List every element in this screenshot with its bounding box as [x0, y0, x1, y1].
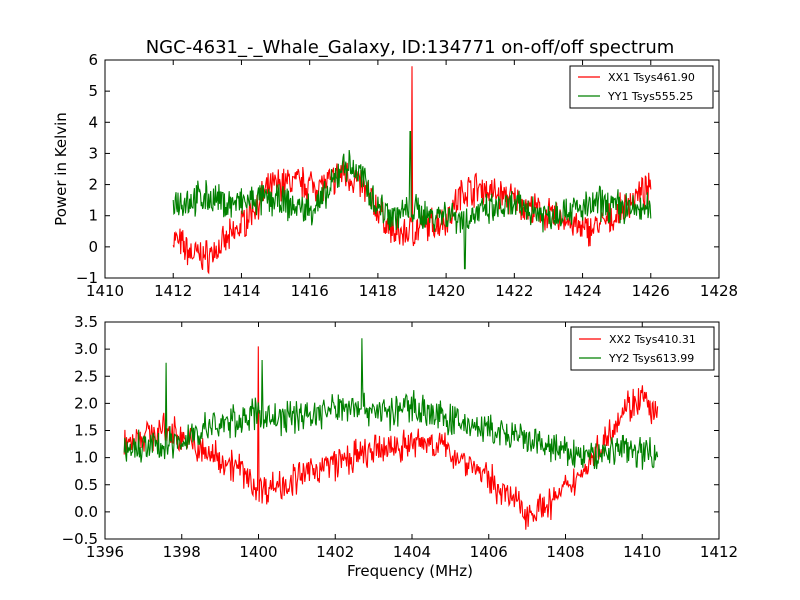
top-y-tick-label: 2 — [88, 176, 98, 194]
top-series-yy1 — [172, 131, 652, 270]
bottom-y-tick-label: 1.0 — [74, 449, 98, 467]
top-x-tick-label: 1420 — [427, 282, 465, 300]
bottom-series-yy2 — [123, 338, 659, 470]
bottom-x-tick-label: 1410 — [623, 543, 661, 561]
bottom-series-xx2 — [123, 346, 659, 530]
top-y-tick-label: 3 — [88, 144, 98, 162]
bottom-y-tick-label: 0.0 — [74, 503, 98, 521]
top-y-tick-label: 5 — [88, 82, 98, 100]
top-axes-frame — [104, 59, 720, 279]
top-x-tick-label: 1424 — [563, 282, 601, 300]
bottom-y-tick-label: 3.0 — [74, 340, 98, 358]
bottom-y-tick-label: 3.5 — [74, 313, 98, 331]
top-x-tick-label: 1416 — [291, 282, 329, 300]
top-legend: XX1 Tsys461.90 YY1 Tsys555.25 — [569, 65, 714, 109]
top-axis-ticks: 1410 1412 1414 1416 1418 1420 1422 1424 1426 1428… — [76, 51, 738, 300]
top-x-tick-label: 1428 — [700, 282, 738, 300]
bottom-x-tick-label: 1396 — [86, 543, 124, 561]
bottom-legend-label-xx2: XX2 Tsys410.31 — [609, 333, 696, 346]
bottom-y-tick-label: −0.5 — [62, 530, 98, 548]
top-y-tick-label: 0 — [88, 238, 98, 256]
top-y-tick-label: 6 — [88, 51, 98, 69]
bottom-x-tick-label: 1412 — [700, 543, 738, 561]
top-y-tick-label: −1 — [76, 269, 98, 287]
bottom-axis-ticks: 1396 1398 1400 1402 1404 1406 1408 1410 1412 −0.5… — [62, 313, 739, 561]
top-x-tick-label: 1426 — [632, 282, 670, 300]
top-legend-box — [569, 65, 714, 109]
bottom-y-tick-label: 2.5 — [74, 367, 98, 385]
bottom-y-tick-label: 2.0 — [74, 394, 98, 412]
top-x-tick-label: 1418 — [359, 282, 397, 300]
bottom-legend-label-yy2: YY2 Tsys613.99 — [608, 352, 694, 365]
bottom-x-tick-label: 1406 — [470, 543, 508, 561]
top-x-tick-label: 1410 — [86, 282, 124, 300]
top-x-tick-label: 1412 — [154, 282, 192, 300]
top-legend-label-yy1: YY1 Tsys555.25 — [607, 90, 693, 103]
bottom-x-axis-label: Frequency (MHz) — [347, 562, 473, 580]
top-y-tick-label: 1 — [88, 207, 98, 225]
bottom-y-tick-label: 1.5 — [74, 422, 98, 440]
bottom-legend-box — [570, 326, 715, 371]
top-spectrum-panel: 1410 1412 1414 1416 1418 1420 1422 1424 1426 1428… — [52, 51, 738, 300]
top-legend-label-xx1: XX1 Tsys461.90 — [608, 71, 695, 84]
top-x-tick-label: 1422 — [495, 282, 533, 300]
bottom-x-tick-label: 1400 — [239, 543, 277, 561]
bottom-x-tick-label: 1404 — [393, 543, 431, 561]
bottom-spectrum-panel: 1396 1398 1400 1402 1404 1406 1408 1410 1412 −0.5… — [62, 313, 739, 580]
bottom-x-tick-label: 1402 — [316, 543, 354, 561]
top-series-group — [172, 66, 652, 275]
top-y-tick-label: 4 — [88, 113, 98, 131]
top-y-axis-label: Power in Kelvin — [52, 112, 70, 226]
bottom-series-group — [123, 338, 659, 530]
bottom-legend: XX2 Tsys410.31 YY2 Tsys613.99 — [570, 326, 715, 371]
top-x-tick-label: 1414 — [222, 282, 260, 300]
bottom-x-tick-label: 1408 — [546, 543, 584, 561]
figure-title: NGC-4631_-_Whale_Galaxy, ID:134771 on-of… — [146, 37, 675, 58]
bottom-x-tick-label: 1398 — [163, 543, 201, 561]
bottom-y-tick-label: 0.5 — [74, 476, 98, 494]
